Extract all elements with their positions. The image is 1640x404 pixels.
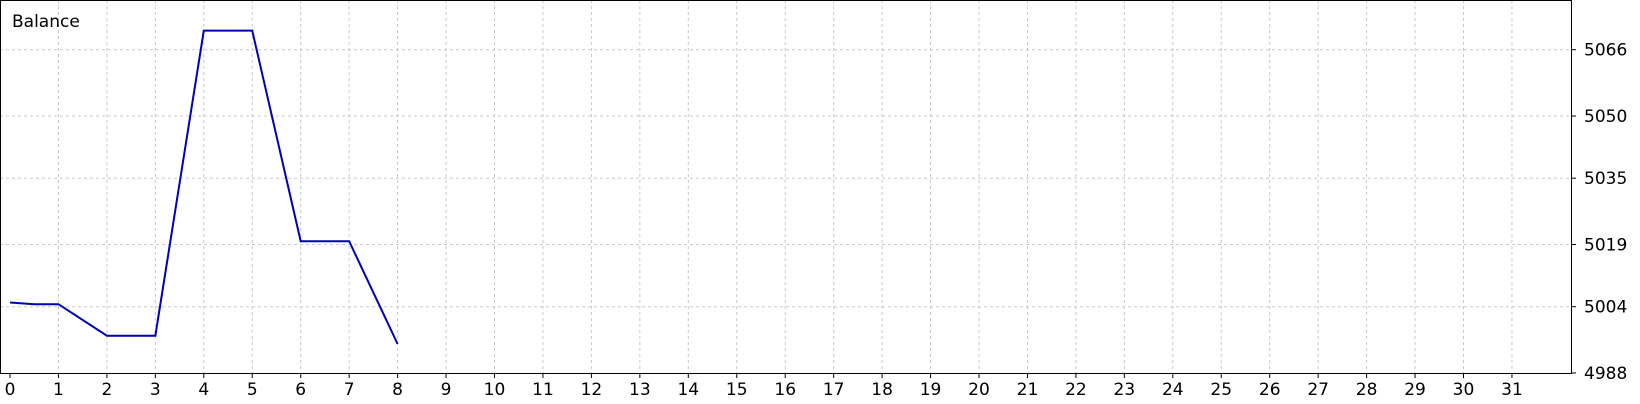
balance-line xyxy=(9,29,399,345)
x-tick-label: 9 xyxy=(441,380,452,400)
x-tick-label: 2 xyxy=(101,380,112,400)
x-tick-label: 24 xyxy=(1162,380,1184,400)
x-tick-label: 14 xyxy=(677,380,699,400)
x-tick-label: 26 xyxy=(1259,380,1281,400)
x-tick-label: 28 xyxy=(1356,380,1378,400)
x-tick-label: 16 xyxy=(774,380,796,400)
y-tick-label: 5004 xyxy=(1584,298,1627,318)
x-tick-label: 3 xyxy=(150,380,161,400)
x-tick-label: 6 xyxy=(295,380,306,400)
x-tick-label: 19 xyxy=(920,380,942,400)
y-tick-label: 5035 xyxy=(1584,169,1627,189)
x-tick-label: 5 xyxy=(247,380,258,400)
x-tick-label: 4 xyxy=(198,380,209,400)
y-tick-label: 5019 xyxy=(1584,236,1627,256)
x-tick-label: 23 xyxy=(1114,380,1136,400)
x-tick-label: 20 xyxy=(968,380,990,400)
y-tick-label: 5066 xyxy=(1584,41,1627,61)
grid-layer xyxy=(0,0,1571,373)
y-tick-label: 5050 xyxy=(1584,107,1627,127)
x-tick-label: 0 xyxy=(5,380,16,400)
x-tick-label: 7 xyxy=(344,380,355,400)
plot-frame xyxy=(0,0,1572,374)
x-tick-label: 31 xyxy=(1501,380,1523,400)
x-tick-label: 13 xyxy=(629,380,651,400)
x-tick-label: 12 xyxy=(581,380,603,400)
chart-title: Balance xyxy=(12,12,80,32)
x-tick-label: 30 xyxy=(1453,380,1475,400)
x-tick-label: 1 xyxy=(53,380,64,400)
x-tick-label: 27 xyxy=(1307,380,1329,400)
tick-layer: 0 1 2 3 4 5 6 7 8 9 10 11 12 13 14 15 16 17 18 19 20 21 22 23 24… xyxy=(5,41,1628,400)
x-tick-label: 10 xyxy=(484,380,506,400)
x-tick-label: 22 xyxy=(1065,380,1087,400)
x-tick-label: 17 xyxy=(823,380,845,400)
x-tick-label: 21 xyxy=(1017,380,1039,400)
y-tick-label: 4988 xyxy=(1584,364,1627,384)
x-tick-label: 8 xyxy=(392,380,403,400)
x-tick-label: 29 xyxy=(1404,380,1426,400)
x-tick-label: 18 xyxy=(871,380,893,400)
x-tick-label: 11 xyxy=(532,380,554,400)
x-tick-label: 25 xyxy=(1210,380,1232,400)
series-layer xyxy=(9,29,399,345)
x-tick-label: 15 xyxy=(726,380,748,400)
